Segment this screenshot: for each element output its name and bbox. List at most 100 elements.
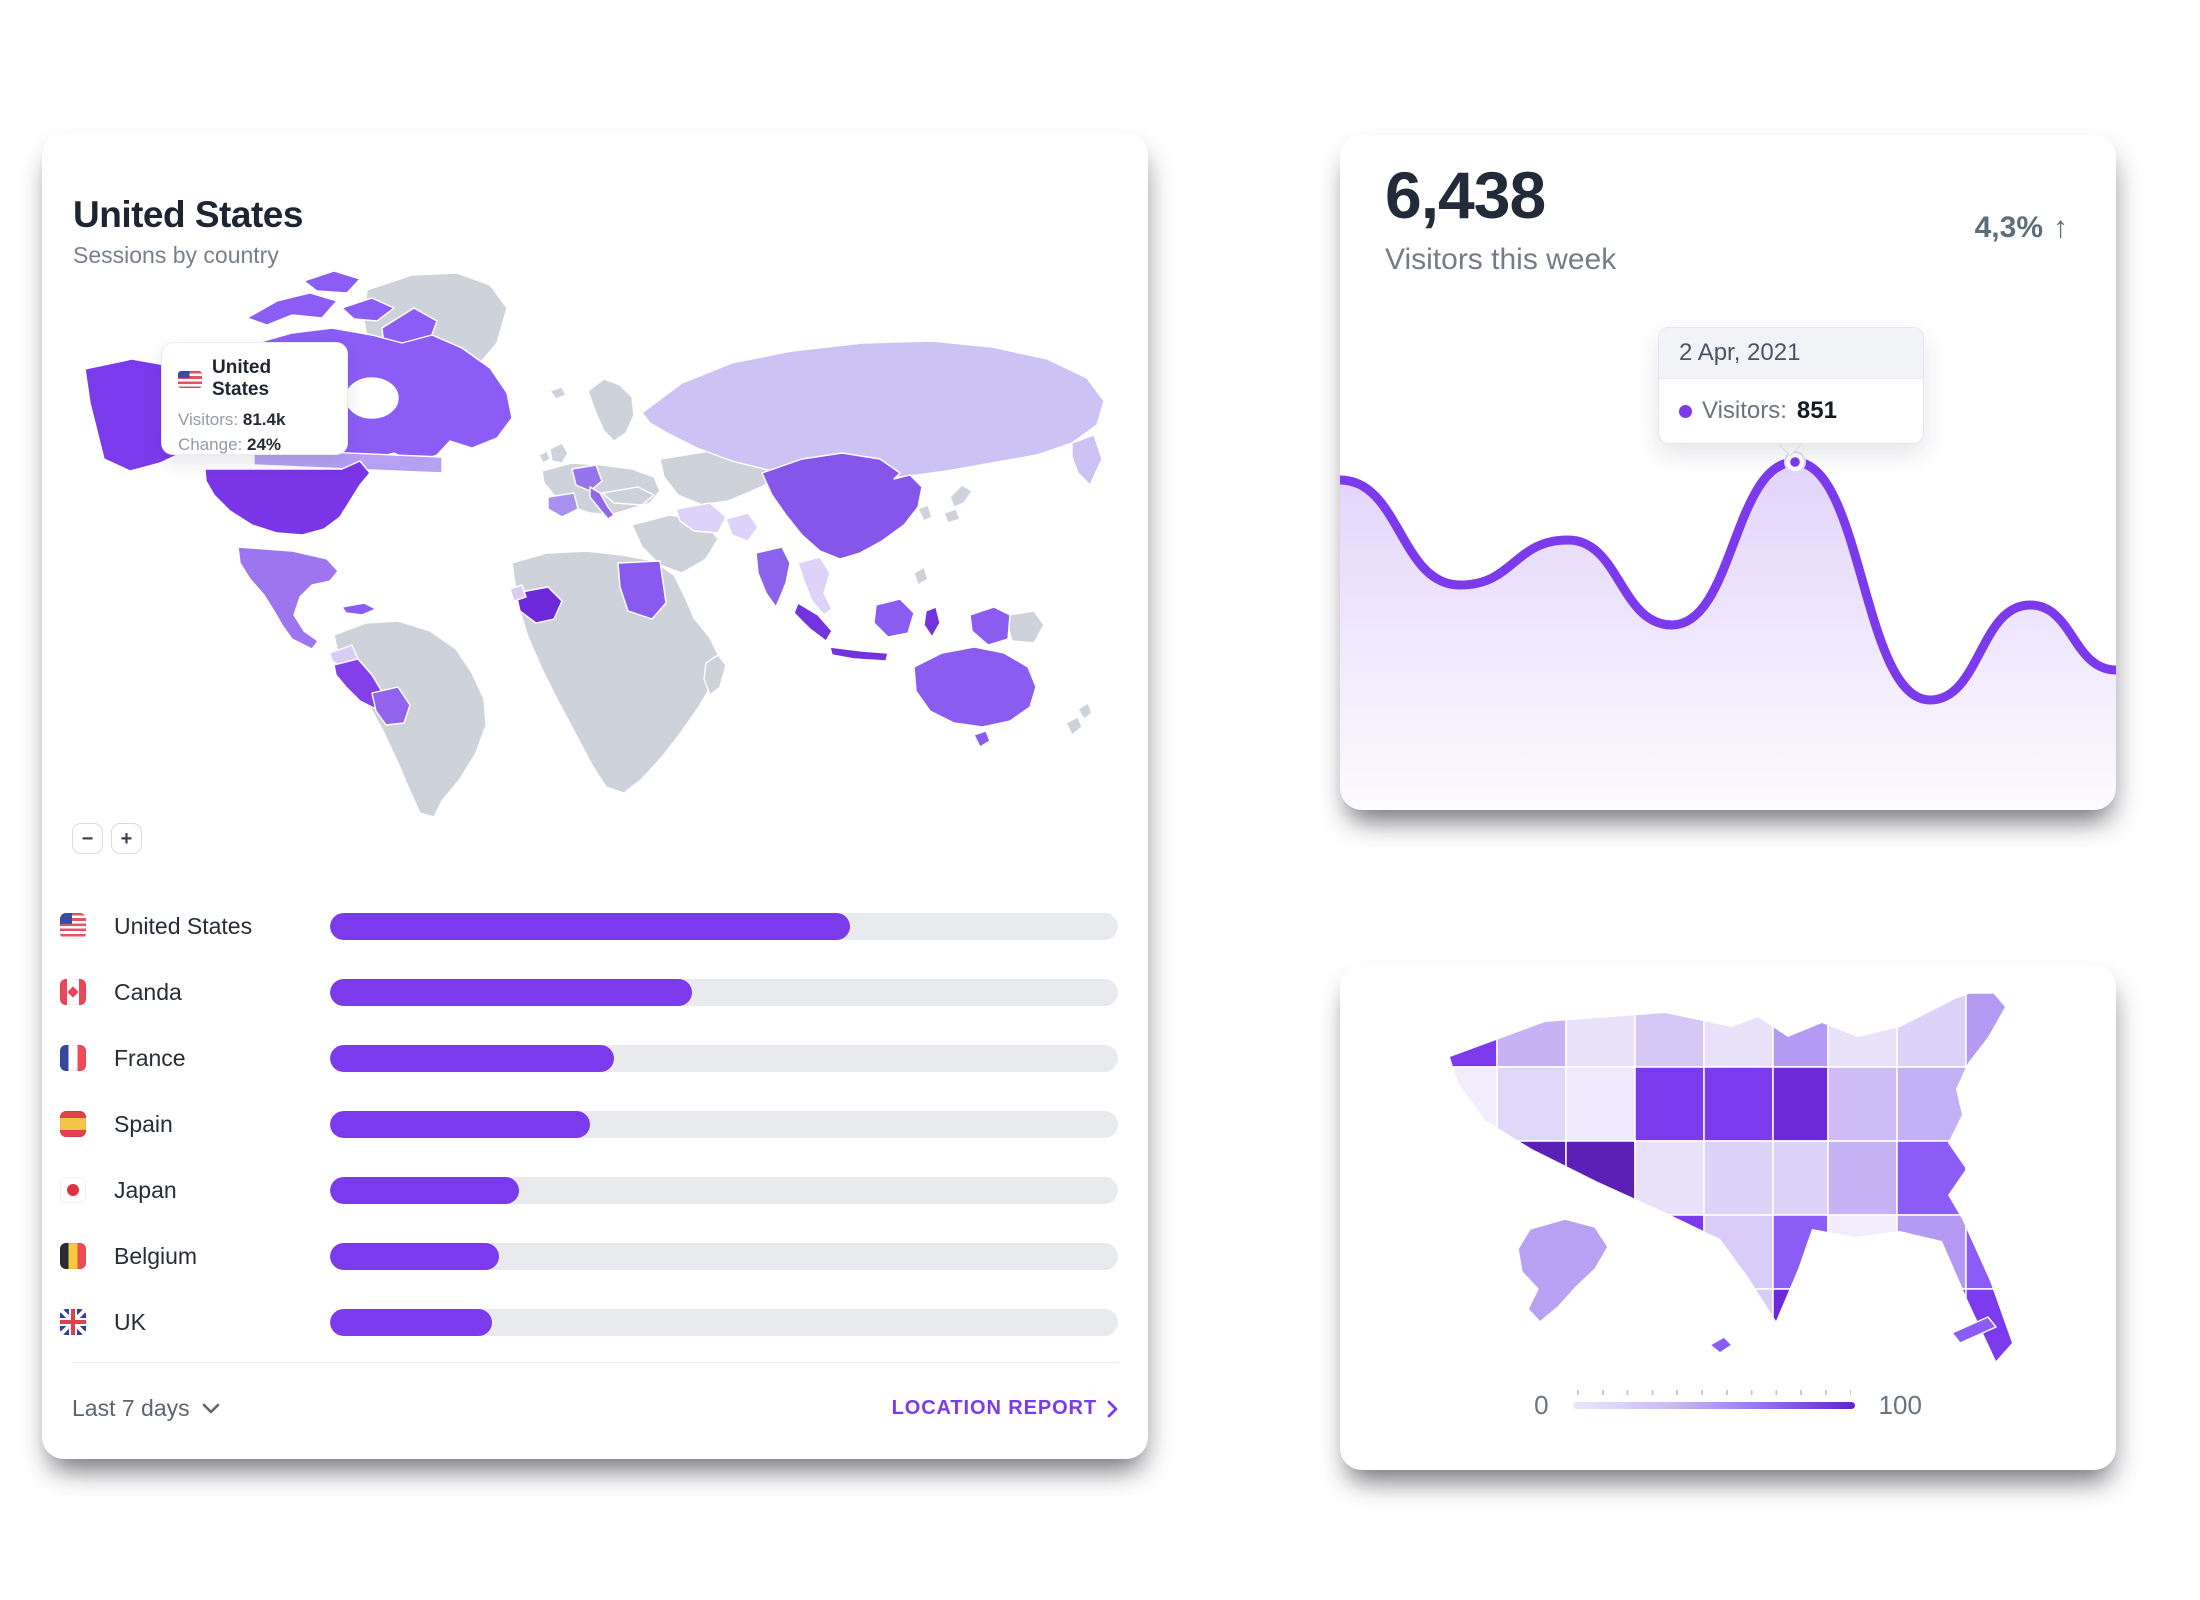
country-iran-shape <box>675 502 727 534</box>
country-name: France <box>114 1044 186 1071</box>
trend-line <box>1340 457 2116 705</box>
visitors-week-card: 6,438 Visitors this week 4,3% ↑ 2 Apr, 2… <box>1340 135 2116 810</box>
country-java-shape <box>829 646 889 662</box>
country-canada-south-shape <box>253 448 443 474</box>
country-italy-shape <box>589 486 615 520</box>
country-flag-icon <box>60 1309 86 1335</box>
country-russia-fareast-shape <box>1071 434 1103 486</box>
country-row: Spain <box>42 1091 1148 1157</box>
state-hawaii-shape <box>1709 1336 1733 1354</box>
country-borneo-shape <box>873 598 915 638</box>
us-map-card: 0 100 <box>1340 965 2116 1470</box>
country-name: Canda <box>114 978 182 1005</box>
country-guinea-shape <box>509 584 527 602</box>
country-name: Spain <box>114 1110 173 1137</box>
country-flag-icon <box>60 1243 86 1269</box>
map-zoom-out-button[interactable]: − <box>72 823 103 854</box>
country-west-africa-shape <box>515 586 563 624</box>
chart-tooltip: 2 Apr, 2021 Visitors: 851 <box>1658 327 1924 444</box>
country-sudan-shape <box>617 560 667 620</box>
country-west-papua-shape <box>969 606 1011 646</box>
visitors-area-chart[interactable] <box>1340 390 2116 810</box>
island-inset-shape <box>1951 1316 1997 1344</box>
sessions-by-country-card: United States Sessions by country <box>42 133 1148 1459</box>
chart-tooltip-date: 2 Apr, 2021 <box>1659 328 1923 379</box>
country-flag-icon <box>60 913 86 939</box>
map-tooltip-change: Change: 24% <box>178 435 282 454</box>
country-flag-icon <box>60 1111 86 1137</box>
sessions-bar-fill <box>330 1110 591 1138</box>
country-name: United States <box>114 912 253 939</box>
country-spain-shape <box>547 492 579 518</box>
country-row: France <box>42 1025 1148 1091</box>
series-dot-icon <box>1679 404 1692 418</box>
sessions-bar-track <box>330 912 1118 940</box>
arrow-up-icon: ↑ <box>2053 211 2068 244</box>
country-usa-shape <box>204 460 371 536</box>
country-row: Belgium <box>42 1223 1148 1289</box>
map-tooltip: United States Visitors: 81.4k Change: 24… <box>161 342 348 455</box>
country-pakistan-shape <box>725 512 759 542</box>
visitors-count: 6,438 <box>1385 158 1546 232</box>
sessions-bar-track <box>330 1044 1118 1072</box>
legend-max: 100 <box>1878 1390 1922 1420</box>
country-australia-shape <box>913 646 1037 728</box>
country-thailand-shape <box>797 556 833 616</box>
us-states-grid <box>1450 992 2012 1361</box>
country-name: UK <box>114 1308 146 1335</box>
country-bolivia-shape <box>371 686 411 726</box>
card-footer: Last 7 days LOCATION REPORT <box>72 1395 1118 1422</box>
sessions-bar-track <box>330 1242 1118 1270</box>
chevron-down-icon <box>202 1403 219 1414</box>
country-name: Japan <box>114 1176 177 1203</box>
country-row: Japan <box>42 1157 1148 1223</box>
sessions-bar-track <box>330 1110 1118 1138</box>
card-subtitle: Sessions by country <box>73 242 279 268</box>
delta-badge: 4,3% ↑ <box>1974 211 2068 244</box>
country-sessions-list: United States Canda France <box>42 893 1148 1355</box>
footer-divider <box>72 1362 1118 1363</box>
map-zoom-controls: − + <box>72 823 142 854</box>
country-flag-icon <box>60 979 86 1005</box>
sessions-bar-track <box>330 1176 1118 1204</box>
sessions-bar-fill <box>330 912 851 940</box>
chart-tooltip-value-row: Visitors: 851 <box>1659 379 1923 443</box>
date-range-dropdown[interactable]: Last 7 days <box>72 1395 220 1422</box>
country-tasmania-shape <box>973 730 991 748</box>
country-flag-icon <box>60 1177 86 1203</box>
country-name: Belgium <box>114 1242 198 1269</box>
sessions-bar-fill <box>330 1176 520 1204</box>
choropleth-legend: 0 100 <box>1340 1390 2116 1421</box>
map-zoom-in-button[interactable]: + <box>111 823 142 854</box>
country-russia-shape <box>641 340 1105 480</box>
us-choropleth-map[interactable] <box>1380 977 2020 1377</box>
sessions-bar-fill <box>330 978 693 1006</box>
country-row: United States <box>42 893 1148 959</box>
country-row: UK <box>42 1289 1148 1355</box>
country-france-shape <box>571 464 603 492</box>
sessions-bar-track <box>330 1308 1118 1336</box>
hudson-bay <box>345 377 399 419</box>
country-india-shape <box>755 546 791 608</box>
sessions-bar-fill <box>330 1242 500 1270</box>
map-tooltip-visitors: Visitors: 81.4k <box>178 410 286 429</box>
card-title: United States <box>73 193 303 235</box>
location-report-link[interactable]: LOCATION REPORT <box>892 1397 1118 1420</box>
area-fill <box>1340 462 2116 810</box>
country-china-shape <box>761 452 923 560</box>
legend-gradient-bar <box>1572 1390 1855 1409</box>
country-sumatra-shape <box>793 602 833 642</box>
visitors-label: Visitors this week <box>1385 243 1617 276</box>
sessions-bar-fill <box>330 1044 614 1072</box>
country-sulawesi-shape <box>923 606 941 638</box>
country-row: Canda <box>42 959 1148 1025</box>
legend-min: 0 <box>1534 1390 1549 1420</box>
map-tooltip-country: United States <box>212 357 272 400</box>
us-flag-icon <box>178 370 202 388</box>
country-flag-icon <box>60 1045 86 1071</box>
state-alaska-shape <box>1517 1218 1609 1323</box>
country-mexico-shape <box>237 546 339 650</box>
chevron-right-icon <box>1107 1400 1118 1417</box>
sessions-bar-track <box>330 978 1118 1006</box>
